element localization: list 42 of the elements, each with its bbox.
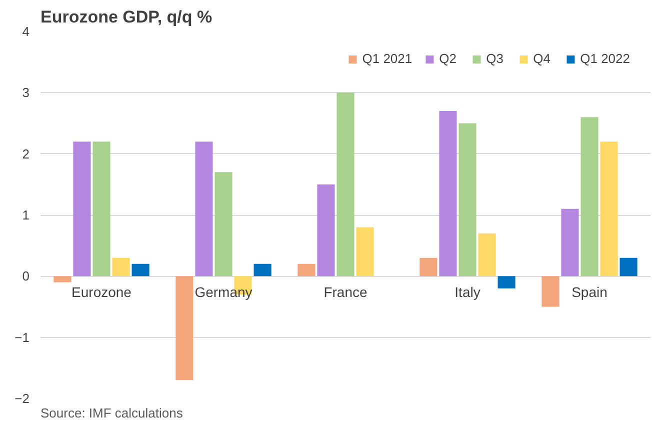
bar <box>498 276 516 288</box>
x-tick-label: Germany <box>194 284 252 300</box>
x-tick-label: Eurozone <box>72 284 132 300</box>
bar <box>112 258 130 276</box>
bar <box>458 123 476 276</box>
bar <box>478 233 496 276</box>
y-tick-label: −1 <box>14 330 30 345</box>
bar <box>132 264 150 276</box>
y-tick-label: 0 <box>22 268 30 284</box>
bar <box>73 142 91 276</box>
bar <box>317 184 335 276</box>
chart-title: Eurozone GDP, q/q % <box>40 8 212 26</box>
legend-label: Q2 <box>439 51 458 66</box>
y-tick-label: 3 <box>22 85 30 100</box>
bar <box>176 276 194 380</box>
bar <box>420 258 438 276</box>
bar <box>580 117 598 276</box>
x-tick-label: France <box>324 284 368 300</box>
bar <box>298 264 316 276</box>
bar <box>92 142 110 276</box>
y-tick-label: 1 <box>22 208 30 222</box>
bar <box>336 92 354 276</box>
bar <box>439 111 457 276</box>
bar <box>600 142 618 276</box>
legend-label: Q3 <box>486 51 504 66</box>
y-tick-label: −2 <box>14 391 30 406</box>
bar <box>195 142 213 276</box>
bar <box>214 172 232 276</box>
bar <box>356 227 374 276</box>
bar <box>254 264 272 276</box>
y-tick-label: 4 <box>22 24 30 39</box>
y-tick-label: 2 <box>22 146 30 162</box>
source-note: Source: IMF calculations <box>40 406 184 420</box>
bar <box>620 258 638 276</box>
legend-label: Q1 2022 <box>580 51 630 66</box>
bar <box>542 276 560 307</box>
x-tick-label: Spain <box>572 284 608 300</box>
legend-label: Q4 <box>533 51 552 66</box>
x-tick-label: Italy <box>454 284 480 300</box>
bar <box>54 276 72 282</box>
legend-label: Q1 2021 <box>362 51 412 66</box>
bar <box>561 208 579 276</box>
